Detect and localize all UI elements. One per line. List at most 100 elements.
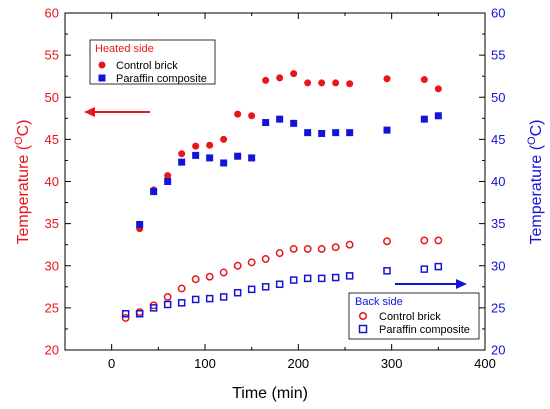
legend-heated-title: Heated side [95,43,154,55]
y-right-tick-label: 25 [491,300,505,315]
data-point-series-3 [317,274,326,283]
data-point-series-2 [420,236,429,245]
data-point-series-0 [434,85,442,93]
y-axis-title-left: Temperature (OC) [13,119,32,244]
data-point-series-1 [262,119,270,127]
legend-back-entry-paraffin: Paraffin composite [379,324,470,336]
y-left-tick-label: 20 [45,343,59,358]
data-point-series-2 [191,275,200,284]
data-point-series-1 [178,158,186,166]
data-point-series-0 [206,141,214,149]
y-left-tick-label: 60 [45,6,59,21]
y-left-tick-label: 55 [45,48,59,63]
data-point-series-3 [345,272,354,280]
data-point-series-3 [303,274,312,283]
y-right-tick-label: 40 [491,174,505,189]
legend-marker-filled-square [98,74,106,82]
data-point-series-3 [383,267,391,275]
y-left-tick-label: 40 [45,174,59,189]
data-point-series-3 [135,310,144,318]
data-point-series-2 [275,249,284,258]
y-left-tick-label: 25 [45,300,59,315]
data-point-series-0 [332,79,340,87]
x-tick-label: 300 [381,356,403,371]
data-point-series-3 [275,280,284,289]
data-point-series-0 [290,70,298,78]
y-right-tick-label: 35 [491,216,505,231]
y-left-tick-label: 30 [45,258,59,273]
data-point-series-3 [191,295,200,304]
data-point-series-0 [248,112,256,120]
data-point-series-0 [383,75,391,83]
tick-labels: 0 100 200 300 400202530354045505560202530354… [45,6,506,372]
data-point-series-0 [192,142,200,150]
data-point-series-2 [219,268,228,277]
data-point-series-1 [276,115,284,123]
legend-heated-side: Heated side Control brick Paraffin compo… [89,39,216,85]
y-left-tick-label: 35 [45,216,59,231]
legend-heated-entry-paraffin: Paraffin composite [116,73,207,85]
data-point-series-1 [136,220,144,228]
data-point-series-0 [220,135,228,143]
data-point-series-2 [434,236,443,245]
data-point-series-3 [205,294,214,303]
data-point-series-3 [163,300,172,309]
data-point-series-1 [304,129,312,137]
legend-marker-open-circle [358,311,368,321]
data-point-series-1 [220,159,228,167]
data-point-series-3 [289,276,298,284]
data-point-series-1 [434,112,442,120]
y-right-tick-label: 45 [491,132,505,147]
axis-ticks [64,12,486,351]
heated-side-arrow [84,107,150,117]
data-point-series-0 [164,172,172,180]
legend-back-entry-control: Control brick [379,311,441,323]
data-point-series-1 [383,126,391,134]
data-point-series-1 [248,154,256,162]
data-point-series-3 [331,273,340,282]
legend-back-side: Back side Control brick Paraffin composi… [348,292,480,340]
data-point-series-0 [276,74,284,82]
data-point-series-2 [261,255,270,263]
data-point-series-2 [205,272,214,281]
data-point-series-1 [164,178,172,185]
data-point-series-1 [346,129,354,137]
data-point-series-0 [420,76,428,84]
data-point-series-3 [247,285,256,294]
data-point-series-0 [178,150,186,158]
data-point-series-2 [121,314,130,322]
data-point-series-2 [247,258,256,267]
y-right-tick-label: 20 [491,343,505,358]
data-point-series-2 [289,244,298,253]
data-point-series-0 [346,80,354,88]
data-point-series-1 [150,188,158,196]
data-point-series-2 [233,261,242,270]
y-right-tick-label: 50 [491,90,505,105]
data-point-series-2 [163,292,172,301]
data-point-series-1 [420,115,428,123]
data-point-series-3 [420,265,429,273]
legend-heated-box [89,39,216,85]
data-point-series-0 [318,79,326,87]
y-axis-title-right: Temperature (OC) [526,119,545,244]
data-marks [121,70,443,322]
data-point-series-3 [434,262,443,271]
data-point-series-3 [219,293,228,301]
x-tick-label: 200 [287,356,309,371]
legend-back-box [348,292,480,340]
data-point-series-0 [234,110,242,118]
data-point-series-1 [192,151,200,159]
y-left-tick-label: 45 [45,132,59,147]
data-point-series-1 [234,152,242,160]
data-point-series-3 [261,283,270,291]
back-side-arrow [395,279,467,289]
legend-back-title: Back side [355,296,403,308]
y-right-tick-label: 30 [491,258,505,273]
x-tick-label: 400 [474,356,496,371]
data-point-series-1 [290,119,298,127]
data-point-series-2 [331,243,340,252]
data-point-series-2 [317,244,326,253]
data-point-series-1 [332,129,340,137]
y-left-tick-label: 50 [45,90,59,105]
